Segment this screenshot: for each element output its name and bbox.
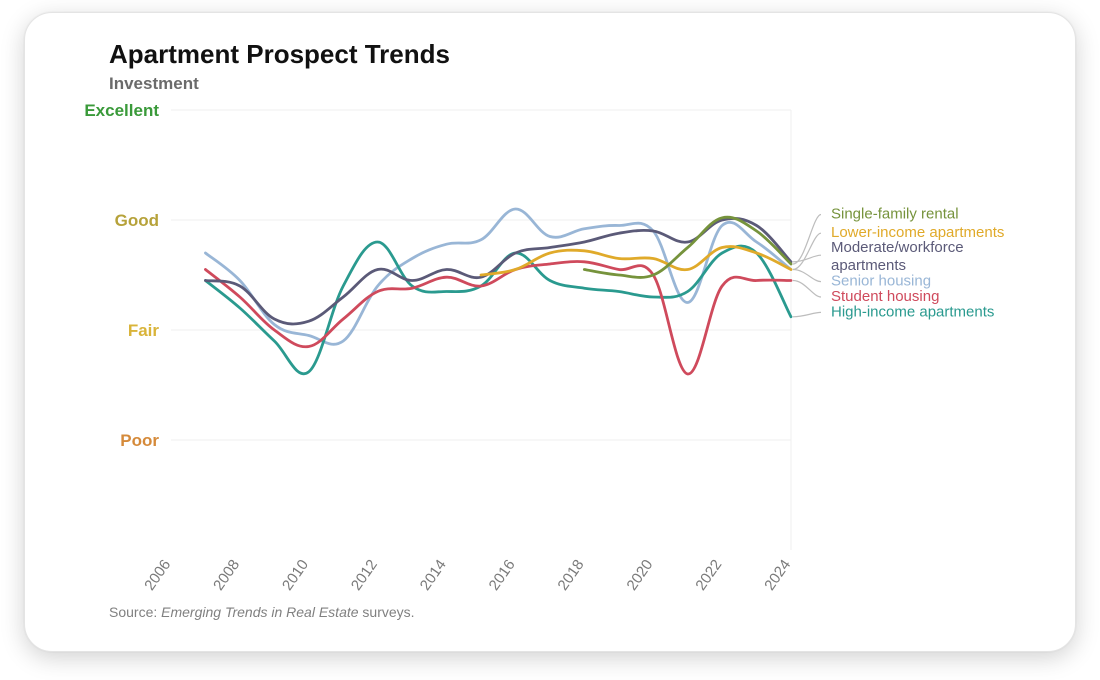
- y-tick-label: Fair: [128, 321, 160, 340]
- x-axis-labels: 2006 2008 2010 2012 2014 2016 2018 2020 2022 2024: [141, 557, 794, 594]
- y-axis-labels: Excellent Good Fair Poor: [84, 101, 159, 450]
- x-tick-label: 2014: [417, 557, 450, 594]
- legend-leader: [793, 255, 821, 262]
- x-tick-label: 2010: [279, 557, 312, 594]
- x-tick-label: 2022: [692, 557, 725, 594]
- legend-leader: [793, 281, 821, 298]
- x-tick-label: 2012: [348, 557, 381, 594]
- source-italic: Emerging Trends in Real Estate: [161, 604, 358, 620]
- x-tick-label: 2020: [623, 557, 656, 594]
- legend-label: Moderate/workforce: [831, 239, 964, 256]
- series-student_housing: [205, 262, 791, 375]
- chart-area: Excellent Good Fair Poor 2006 2008 2010 2012 201…: [61, 100, 1041, 600]
- x-tick-label: 2008: [210, 557, 243, 594]
- x-tick-label: 2016: [486, 557, 519, 594]
- series-group: [205, 209, 791, 374]
- line-chart-svg: Excellent Good Fair Poor 2006 2008 2010 2012 201…: [61, 100, 1041, 600]
- legend-leader: [793, 233, 821, 269]
- legend-leader: [793, 312, 821, 316]
- source-suffix: surveys.: [359, 604, 415, 620]
- legend-label: High-income apartments: [831, 303, 994, 320]
- legend-leader: [793, 270, 821, 282]
- chart-card: Apartment Prospect Trends Investment Exc…: [24, 12, 1076, 652]
- legend-leader: [793, 215, 821, 265]
- x-tick-label: 2018: [555, 557, 588, 594]
- y-tick-label: Good: [115, 211, 159, 230]
- y-tick-label: Poor: [120, 431, 159, 450]
- source-line: Source: Emerging Trends in Real Estate s…: [109, 604, 1039, 620]
- x-tick-label: 2006: [141, 557, 174, 594]
- source-prefix: Source:: [109, 604, 161, 620]
- chart-subtitle: Investment: [109, 74, 1039, 94]
- legend: Single-family rentalLower-income apartme…: [793, 205, 1004, 320]
- legend-label: Single-family rental: [831, 205, 959, 222]
- y-tick-label: Excellent: [84, 101, 159, 120]
- x-tick-label: 2024: [761, 557, 794, 594]
- chart-title: Apartment Prospect Trends: [109, 39, 1039, 70]
